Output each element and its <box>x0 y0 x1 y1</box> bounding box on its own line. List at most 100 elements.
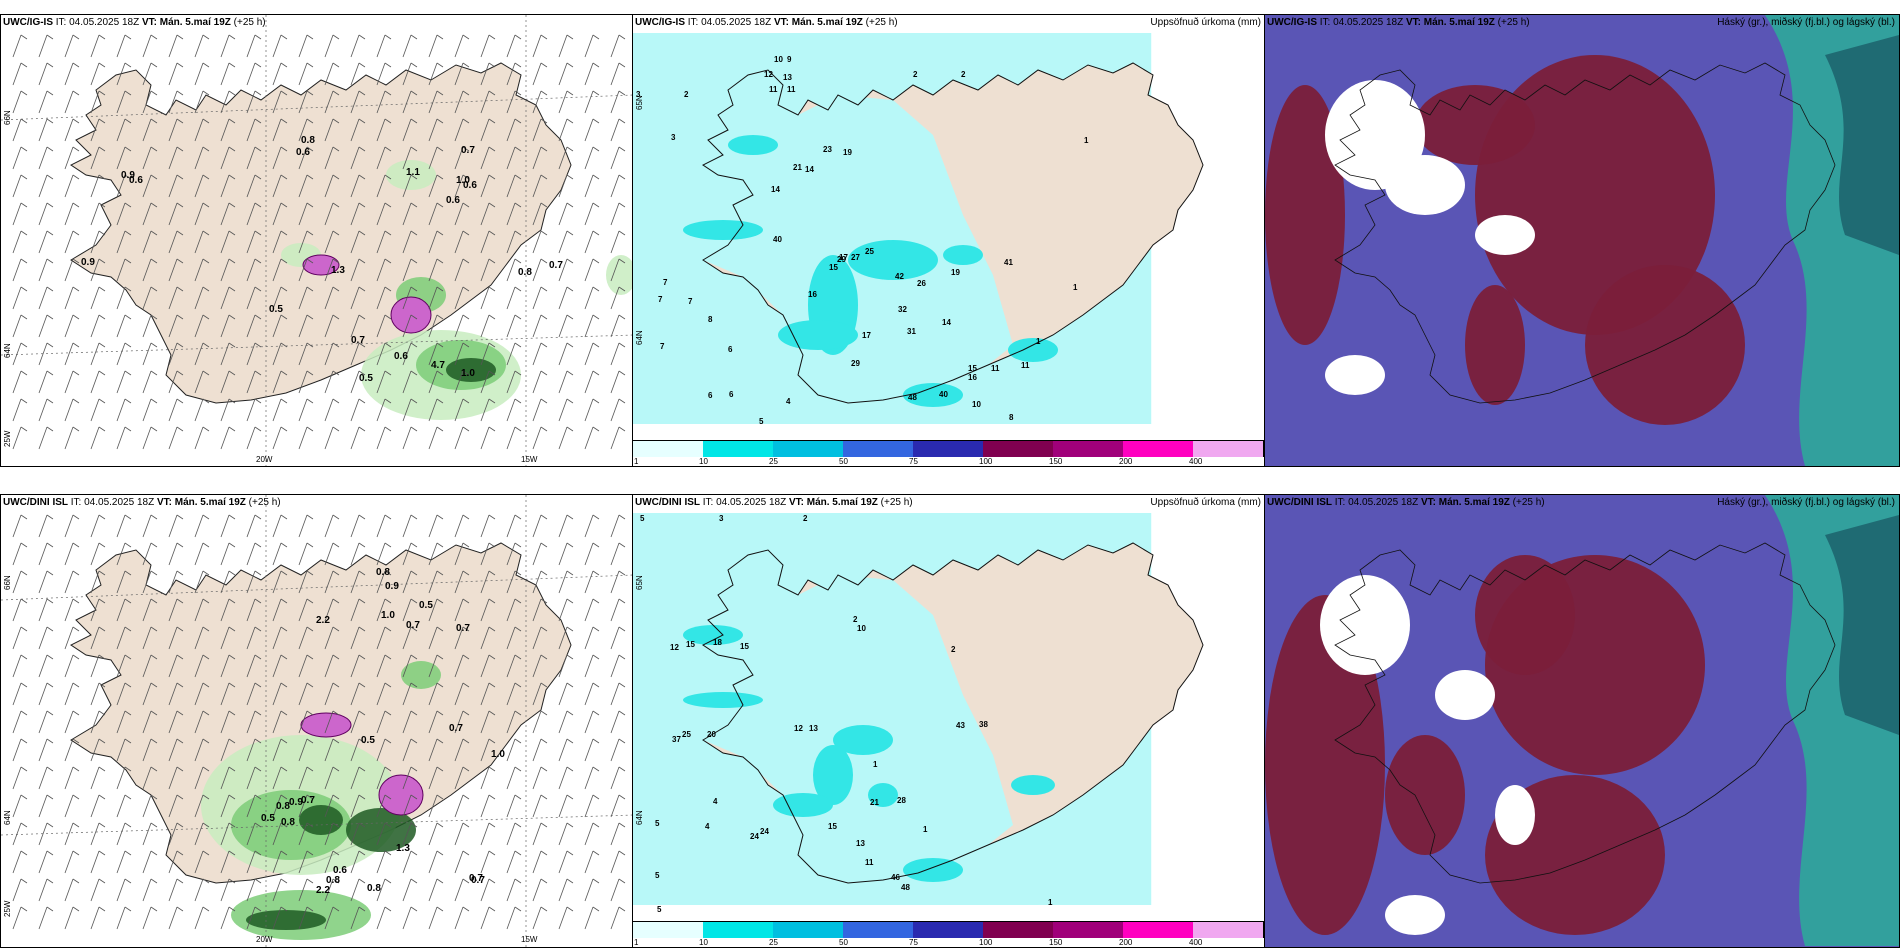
wind-barb <box>402 174 418 198</box>
wind-barb <box>558 738 574 762</box>
clear-sky-area <box>1475 215 1535 255</box>
wind-barb <box>376 570 392 594</box>
parallel <box>1 814 633 836</box>
wind-barb <box>194 710 210 734</box>
precip-value-label: 5 <box>640 514 645 523</box>
precip-value-label: 19 <box>951 268 960 277</box>
high-cloud-area <box>1415 85 1535 165</box>
wind-barb <box>116 514 132 538</box>
legend-swatch <box>843 440 914 457</box>
wind-barb <box>142 738 158 762</box>
wind-barb <box>454 738 470 762</box>
wind-barb <box>38 286 54 310</box>
wind-barb <box>480 174 496 198</box>
wind-barb <box>298 710 314 734</box>
wind-barb <box>12 738 28 762</box>
wind-barb <box>324 850 340 874</box>
wind-barb <box>12 626 28 650</box>
wind-barb <box>12 258 28 282</box>
precip-value-label: 15 <box>829 263 838 272</box>
wind-value-label: 0.8 <box>518 267 532 278</box>
wind-barb <box>90 906 106 930</box>
precip-value-label: 10 <box>857 624 866 633</box>
wind-barb <box>454 598 470 622</box>
coastline <box>702 62 1204 404</box>
wind-barb <box>376 710 392 734</box>
wind-barb <box>584 314 600 338</box>
wind-barb <box>298 202 314 226</box>
wind-barb <box>506 850 522 874</box>
wind-barb <box>116 850 132 874</box>
wind-barb <box>558 286 574 310</box>
wind-barb <box>428 850 444 874</box>
moderate-precip-area <box>778 320 858 350</box>
wind-barb <box>350 258 366 282</box>
wind-barb <box>168 878 184 902</box>
wind-value-label: 0.5 <box>419 600 433 611</box>
wind-barb <box>324 682 340 706</box>
wind-barb <box>610 398 626 422</box>
wind-barb <box>480 598 496 622</box>
wind-barb <box>454 258 470 282</box>
wind-barb <box>90 398 106 422</box>
legend-swatch <box>1053 440 1124 457</box>
lat-label: 66N <box>3 575 12 590</box>
wind-barb <box>532 202 548 226</box>
wind-barb <box>12 34 28 58</box>
wind-barb <box>220 398 236 422</box>
precip-value-label: 17 <box>862 331 871 340</box>
wind-value-label: 0.5 <box>361 735 375 746</box>
wind-barb <box>142 426 158 450</box>
wind-barb <box>142 314 158 338</box>
wind-barb <box>584 822 600 846</box>
wind-barb <box>168 626 184 650</box>
precip-legend: 1 10 25 50 75 100 150 200 400 <box>633 921 1265 947</box>
legend-tick-label: 100 <box>979 938 993 947</box>
wind-barb <box>272 654 288 678</box>
wind-barb <box>376 314 392 338</box>
precip-area <box>346 808 416 852</box>
wind-barb <box>168 794 184 818</box>
wind-barb <box>428 794 444 818</box>
light-precip-area <box>703 70 1013 403</box>
wind-barb <box>168 62 184 86</box>
wind-barb <box>506 822 522 846</box>
legend-swatch <box>983 921 1054 938</box>
precip-value-label: 29 <box>851 359 860 368</box>
wind-barb <box>12 426 28 450</box>
wind-barb <box>12 766 28 790</box>
wind-barb <box>558 258 574 282</box>
wind-barb <box>584 202 600 226</box>
precip-value-label: 6 <box>708 391 713 400</box>
wind-barb <box>350 570 366 594</box>
wind-barb <box>12 342 28 366</box>
wind-barb <box>558 342 574 366</box>
wind-barb <box>376 542 392 566</box>
wind-barb <box>272 542 288 566</box>
wind-barb <box>38 794 54 818</box>
wind-barb <box>116 202 132 226</box>
wind-barb <box>480 766 496 790</box>
wind-barb <box>246 118 262 142</box>
precip-area <box>401 661 441 689</box>
wind-barb <box>142 62 158 86</box>
wind-barb <box>480 654 496 678</box>
wind-barb <box>454 710 470 734</box>
wind-barb <box>324 342 340 366</box>
wind-barb <box>402 710 418 734</box>
wind-barb <box>324 906 340 930</box>
wind-barb <box>506 62 522 86</box>
low-cloud-area <box>1825 515 1899 735</box>
wind-barb <box>246 34 262 58</box>
wind-barb <box>220 906 236 930</box>
wind-barb <box>142 370 158 394</box>
wind-barb <box>64 174 80 198</box>
wind-barb <box>272 766 288 790</box>
precip-value-label: 8 <box>1009 413 1014 422</box>
precip-value-label: 9 <box>787 55 792 64</box>
wind-barb <box>532 682 548 706</box>
wind-barb <box>272 174 288 198</box>
wind-barb <box>272 906 288 930</box>
wind-barb <box>376 286 392 310</box>
wind-barb <box>220 598 236 622</box>
